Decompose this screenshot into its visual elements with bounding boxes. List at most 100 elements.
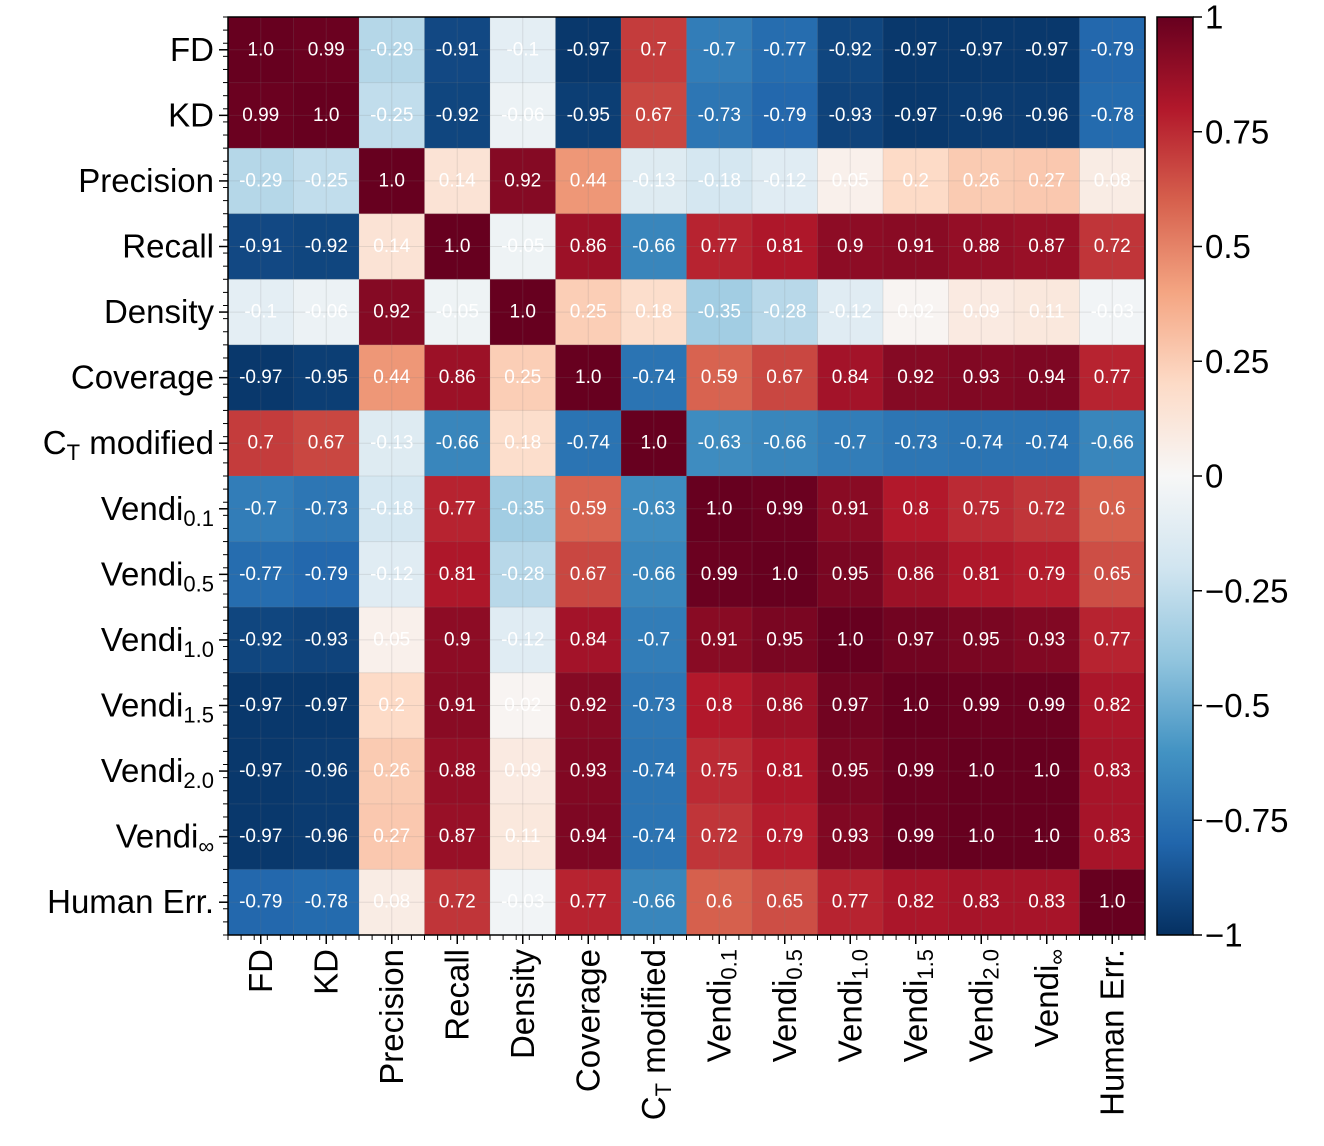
heatmap-cell [948, 738, 1015, 805]
heatmap-cell [948, 213, 1015, 280]
cell-value-label: -0.96 [305, 826, 348, 847]
heatmap-cell [490, 803, 556, 870]
heatmap-cell [752, 672, 818, 739]
heatmap-cell [228, 82, 294, 149]
x-tick-label: Vendi0.5 [766, 949, 807, 1062]
heatmap-cell [686, 344, 753, 411]
cell-value-label: 0.08 [1094, 170, 1131, 191]
heatmap-cell [228, 541, 294, 608]
heatmap-cell [817, 803, 884, 870]
cell-value-label: 0.67 [635, 105, 672, 126]
cell-value-label: -0.97 [239, 695, 282, 716]
cell-value-label: 0.99 [897, 761, 934, 782]
heatmap-cell [883, 803, 949, 870]
heatmap-cell [686, 148, 753, 215]
cell-value-label: 0.9 [837, 236, 863, 257]
x-tick-label: Vendi0.1 [700, 949, 741, 1062]
heatmap-cell [359, 344, 425, 411]
cell-value-label: 1.0 [772, 564, 798, 585]
cell-value-label: -0.05 [436, 302, 479, 323]
cell-value-label: -0.97 [305, 695, 348, 716]
cell-value-label: -0.7 [637, 629, 670, 650]
cell-value-label: -0.06 [501, 105, 544, 126]
heatmap-cell [621, 869, 687, 936]
cell-value-labels: 1.0 0.99 -0.29 -0.91 -0.1 -0.97 0.7 -0.7 -0.77 -0… [239, 39, 1134, 912]
cell-value-label: 0.87 [439, 826, 476, 847]
cell-value-label: 0.83 [1094, 761, 1131, 782]
y-tick-label: Coverage [71, 359, 214, 396]
cell-value-label: 1.0 [379, 170, 405, 191]
cell-value-label: 0.67 [308, 433, 345, 454]
cell-value-label: -0.05 [501, 236, 544, 257]
colorbar-tick-label: 0.75 [1205, 113, 1269, 150]
cell-value-label: 0.18 [504, 433, 541, 454]
y-tick-label: Vendi1.5 [101, 687, 214, 728]
heatmap-cell [1014, 82, 1080, 149]
heatmap-cell [752, 803, 818, 870]
cell-value-label: -0.63 [632, 498, 675, 519]
heatmap-cell [621, 213, 687, 280]
heatmap-cell [686, 738, 753, 805]
heatmap-cell [490, 279, 556, 346]
heatmap-cell [1079, 344, 1146, 411]
heatmap-cell [752, 476, 818, 543]
cell-value-label: 0.97 [897, 629, 934, 650]
heatmap-cell [621, 148, 687, 215]
heatmap-cell [1079, 803, 1146, 870]
cell-value-label: -0.93 [305, 629, 348, 650]
heatmap-cell [490, 344, 556, 411]
heatmap-cell [293, 738, 360, 805]
heatmap-cell [1014, 148, 1080, 215]
heatmap-cell [490, 476, 556, 543]
heatmap-cell [948, 82, 1015, 149]
heatmap-cell [424, 541, 491, 608]
cell-value-label: 0.18 [635, 302, 672, 323]
heatmap-cell [1014, 672, 1080, 739]
heatmap-cell [1079, 148, 1146, 215]
cell-value-label: 1.0 [575, 367, 601, 388]
cell-value-label: -0.92 [436, 105, 479, 126]
heatmap-cell [948, 279, 1015, 346]
cell-value-label: -0.1 [244, 302, 277, 323]
cell-value-label: -0.79 [1091, 39, 1134, 60]
heatmap-cell [752, 279, 818, 346]
cell-value-label: -0.29 [239, 170, 282, 191]
heatmap-cell [621, 607, 687, 674]
heatmap-cell [359, 738, 425, 805]
cell-value-label: 0.72 [1094, 236, 1131, 257]
cell-value-label: 0.83 [1028, 892, 1065, 913]
cell-value-label: 0.81 [963, 564, 1000, 585]
heatmap-cell [490, 738, 556, 805]
cell-value-label: 0.72 [701, 826, 738, 847]
heatmap-cell [1079, 82, 1146, 149]
cell-value-label: -0.79 [305, 564, 348, 585]
cell-value-label: -0.79 [763, 105, 806, 126]
heatmap-cell [293, 607, 360, 674]
x-tick-label: Precision [373, 949, 410, 1085]
cell-value-label: 0.02 [504, 695, 541, 716]
cell-value-label: 0.7 [641, 39, 667, 60]
cell-value-label: 0.65 [766, 892, 803, 913]
heatmap-cell [359, 869, 425, 936]
heatmap-cell [948, 672, 1015, 739]
cell-value-label: 0.27 [373, 826, 410, 847]
y-tick-label: Density [104, 293, 215, 330]
cell-value-label: -0.28 [501, 564, 544, 585]
heatmap-cell [490, 82, 556, 149]
y-tick-labels: FD KD Precision Recall Density Coverage CT mod… [43, 31, 215, 920]
heatmap-cell [883, 541, 949, 608]
heatmap-cell [555, 672, 622, 739]
heatmap-cell [359, 279, 425, 346]
cell-value-label: -0.78 [1091, 105, 1134, 126]
cell-value-label: 0.14 [439, 170, 476, 191]
y-tick-label: Vendi0.1 [101, 490, 214, 531]
cell-value-label: 0.67 [570, 564, 607, 585]
cell-value-label: 0.95 [832, 564, 869, 585]
cell-value-label: -0.97 [960, 39, 1003, 60]
cell-value-label: 0.91 [897, 236, 934, 257]
cell-value-label: -0.74 [632, 826, 676, 847]
heatmap-cell [1014, 17, 1080, 84]
cell-value-label: -0.92 [239, 629, 282, 650]
colorbar-tick-label: 0.25 [1205, 343, 1269, 380]
cell-value-label: 0.59 [570, 498, 607, 519]
